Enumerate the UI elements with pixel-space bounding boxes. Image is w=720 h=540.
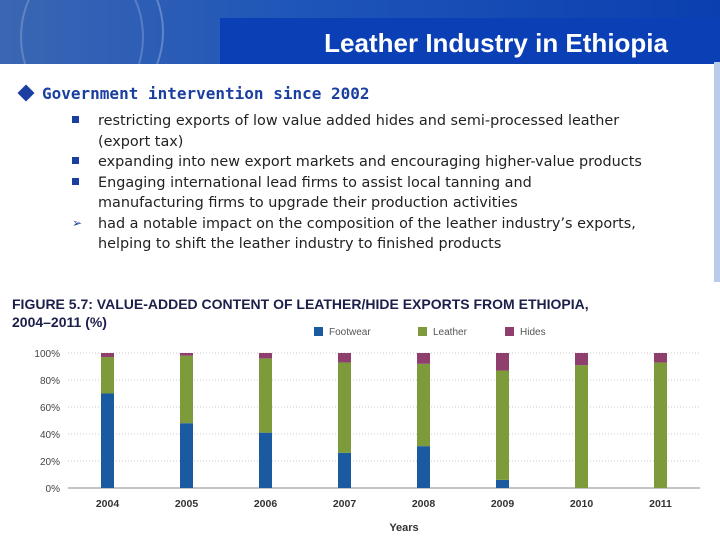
arrow-bullet-icon: ➢ <box>72 215 83 230</box>
slide-title: Leather Industry in Ethiopia <box>324 28 668 58</box>
bar-leather-2006 <box>259 358 272 433</box>
sub-bullet-text: expanding into new export markets and en… <box>98 154 642 170</box>
bar-leather-2004 <box>101 357 114 394</box>
y-tick-label: 20% <box>40 457 60 468</box>
legend-swatch-footwear <box>314 327 323 336</box>
bar-footwear-2004 <box>101 393 114 488</box>
slide-header <box>0 0 720 64</box>
bar-footwear-2009 <box>496 479 509 488</box>
y-tick-label: 0% <box>46 484 61 495</box>
figure-title-line1: FIGURE 5.7: VALUE-ADDED CONTENT OF LEATH… <box>12 296 589 312</box>
legend-label-footwear: Footwear <box>329 327 371 338</box>
x-tick-label: 2008 <box>412 498 436 510</box>
bar-footwear-2008 <box>417 446 430 488</box>
x-axis-label: Years <box>389 522 418 534</box>
bar-footwear-2005 <box>180 423 193 488</box>
bar-hides-2009 <box>496 353 509 371</box>
bar-hides-2006 <box>259 353 272 359</box>
figure-title: FIGURE 5.7: VALUE-ADDED CONTENT OF LEATH… <box>12 295 589 331</box>
diamond-bullet-icon <box>17 84 35 102</box>
bar-leather-2008 <box>417 363 430 447</box>
bar-hides-2005 <box>180 353 193 356</box>
bar-footwear-2006 <box>259 432 272 488</box>
legend-swatch-hides <box>505 327 514 336</box>
stacked-bar-chart: Footwear Leather Hides 0% 20% 40% 60% 80% 100% 20… <box>34 327 700 534</box>
square-bullet-icon <box>72 177 79 185</box>
bar-hides-2007 <box>338 353 351 363</box>
x-tick-label: 2005 <box>175 498 199 510</box>
bar-hides-2011 <box>654 353 667 363</box>
bar-hides-2004 <box>101 353 114 358</box>
legend-swatch-leather <box>418 327 427 336</box>
bar-footwear-2007 <box>338 452 351 488</box>
sub-bullet-item: Engaging international lead firms to ass… <box>72 173 642 214</box>
sub-bullet-text: Engaging international lead firms to ass… <box>98 174 532 212</box>
sub-bullet-text: had a notable impact on the composition … <box>98 215 636 253</box>
y-tick-label: 60% <box>40 403 60 414</box>
legend-label-hides: Hides <box>520 327 546 338</box>
x-tick-label: 2007 <box>333 498 357 510</box>
main-bullet-text: Government intervention since 2002 <box>42 84 370 103</box>
sub-bullet-list: restricting exports of low value added h… <box>72 111 642 255</box>
x-tick-label: 2006 <box>254 498 278 510</box>
side-accent-bar <box>714 62 720 282</box>
x-tick-label: 2009 <box>491 498 515 510</box>
bar-hides-2010 <box>575 353 588 366</box>
x-tick-label: 2010 <box>570 498 594 510</box>
bar-leather-2010 <box>575 365 588 488</box>
title-band <box>220 18 720 64</box>
figure-title-line2: 2004–2011 (%) <box>12 314 107 330</box>
square-bullet-icon <box>72 157 79 164</box>
sub-bullet-item: ➢ had a notable impact on the composition… <box>72 214 642 255</box>
sub-bullet-item: expanding into new export markets and en… <box>72 152 642 173</box>
bar-leather-2005 <box>180 355 193 424</box>
bar-leather-2007 <box>338 362 351 453</box>
bar-leather-2011 <box>654 362 667 488</box>
y-tick-label: 80% <box>40 376 60 387</box>
x-tick-label: 2011 <box>649 498 672 510</box>
sub-bullet-item: restricting exports of low value added h… <box>72 111 642 152</box>
legend-label-leather: Leather <box>433 327 468 338</box>
bar-hides-2008 <box>417 353 430 364</box>
main-bullet: Government intervention since 2002 <box>14 84 370 103</box>
globe-decoration <box>0 0 164 64</box>
y-tick-label: 100% <box>34 349 60 360</box>
bar-leather-2009 <box>496 370 509 480</box>
sub-bullet-text: restricting exports of low value added h… <box>98 113 620 150</box>
square-bullet-icon <box>72 116 79 123</box>
x-tick-label: 2004 <box>96 498 120 510</box>
y-tick-label: 40% <box>40 430 60 441</box>
globe-decoration-inner <box>20 0 144 64</box>
